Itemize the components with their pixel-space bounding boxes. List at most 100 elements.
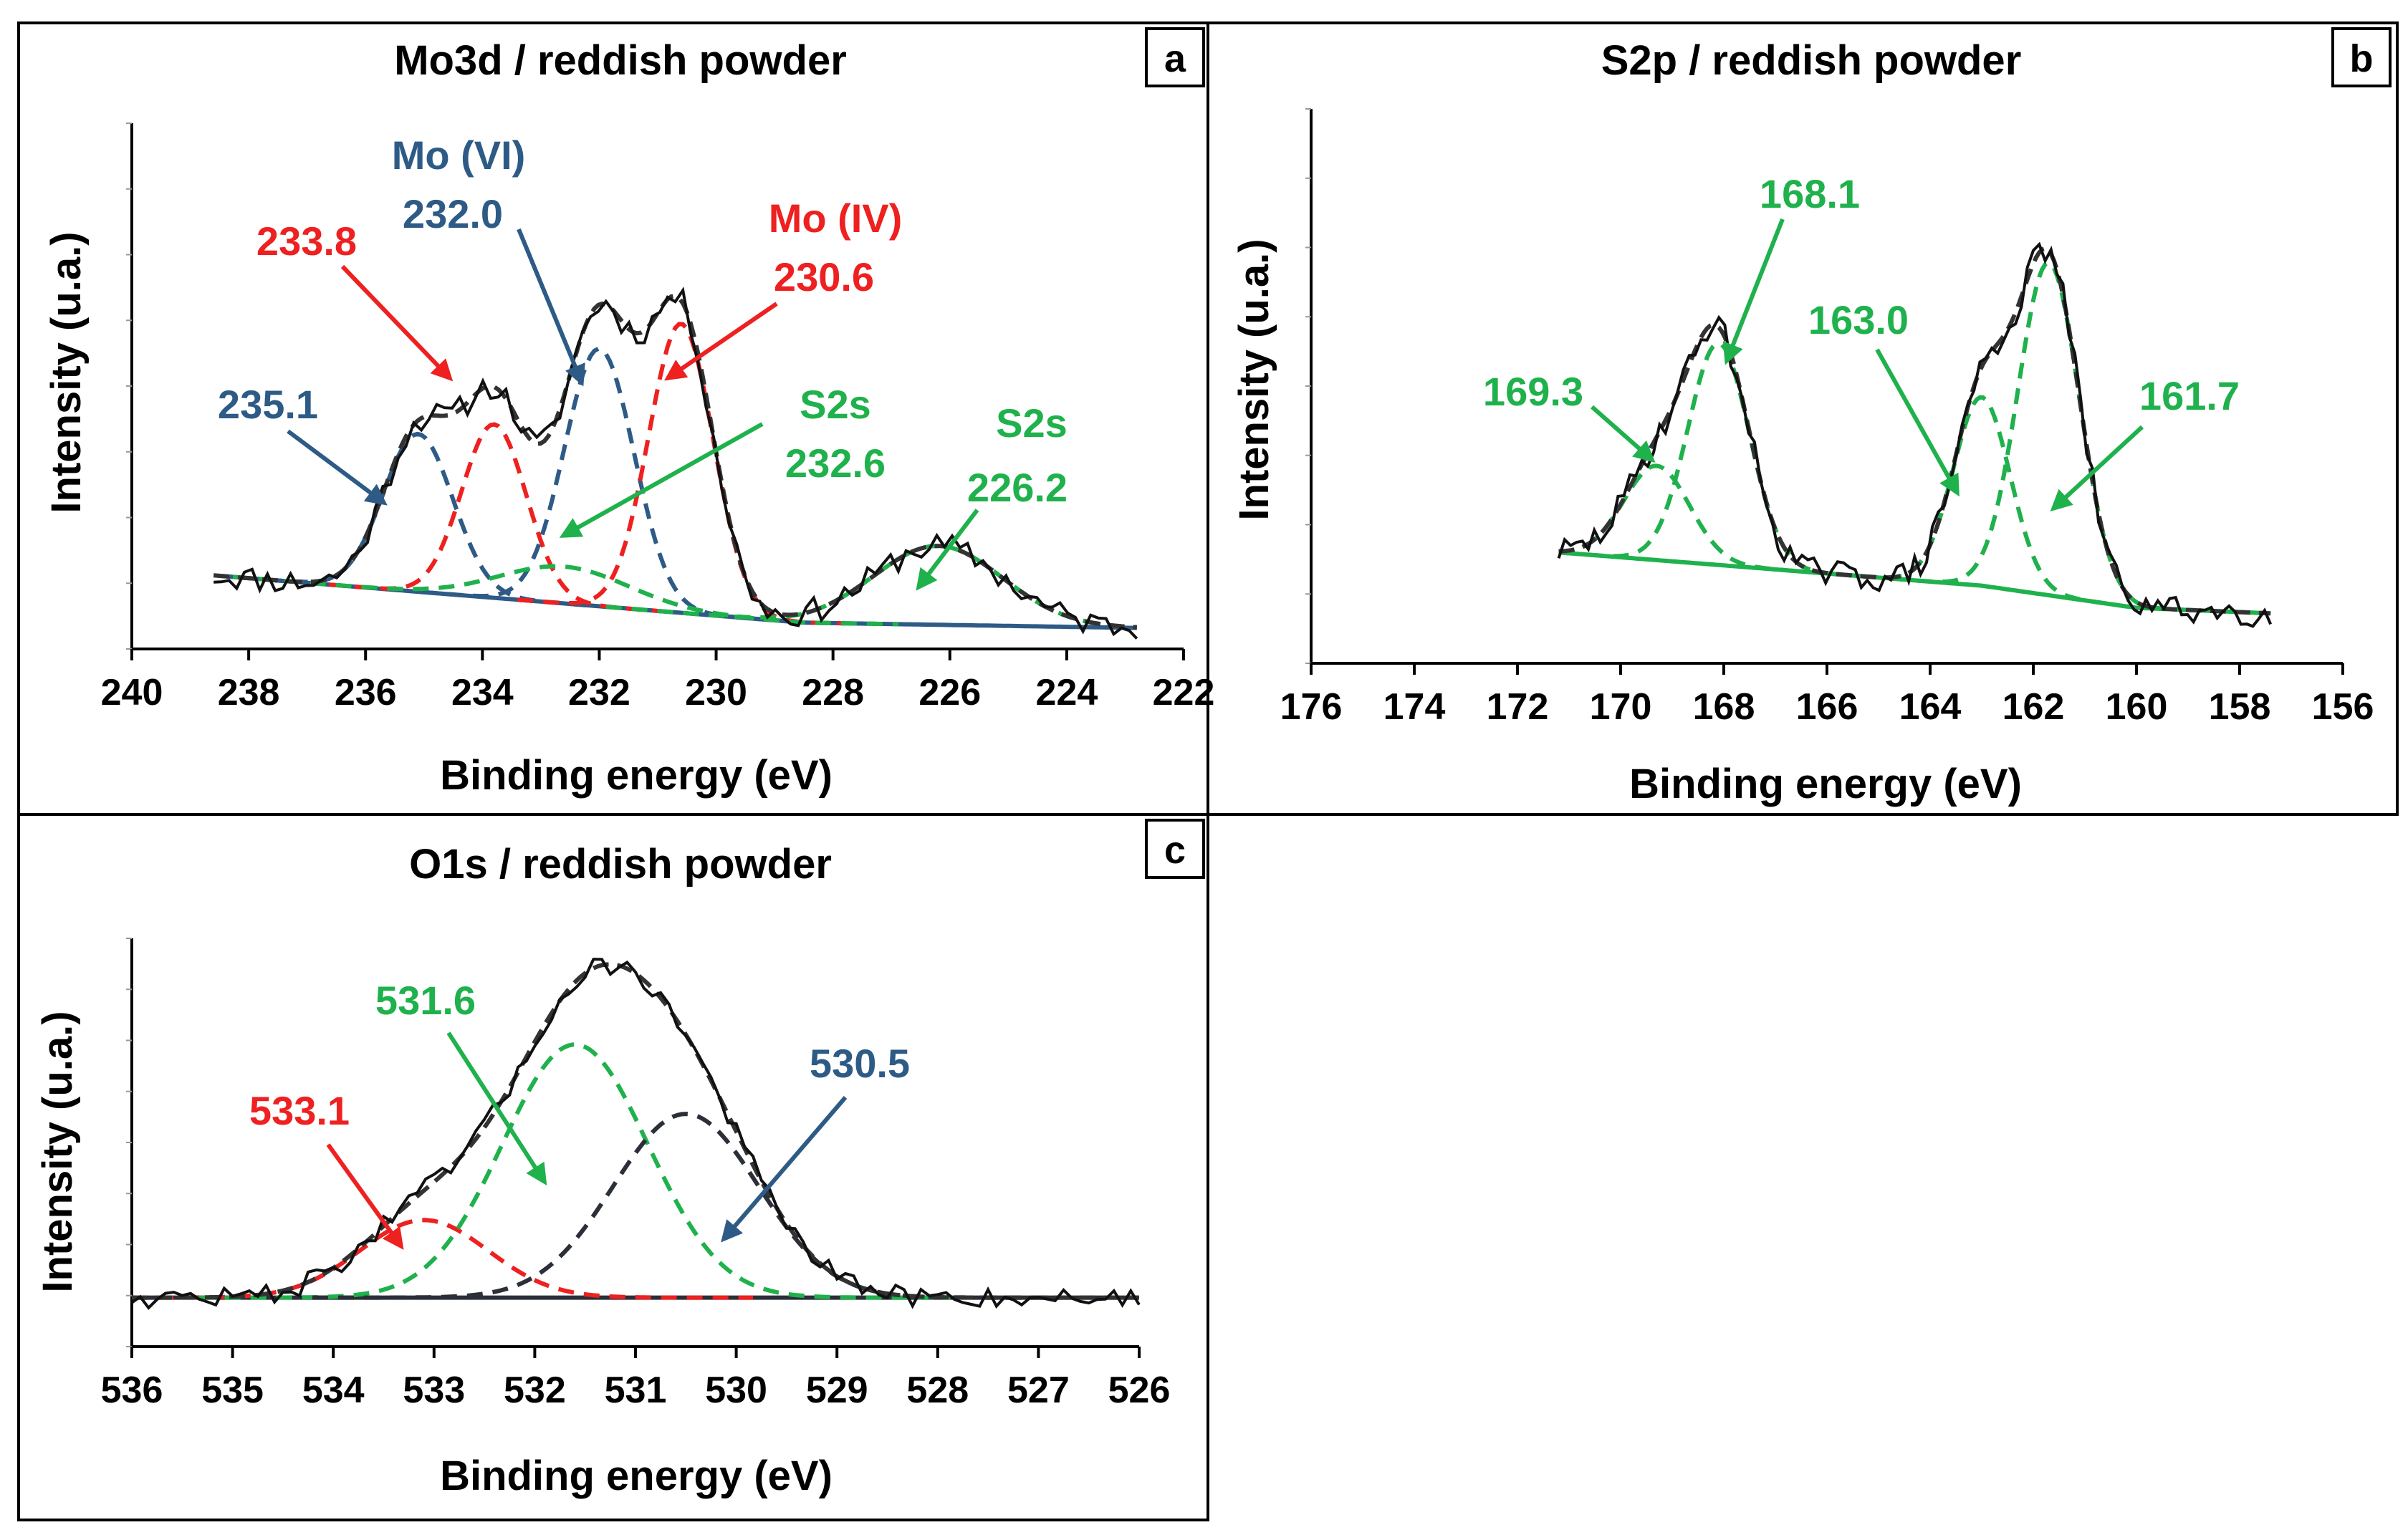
panel-a-ylabel: Intensity (u.a.) xyxy=(43,231,90,513)
arrow-b-163-0 xyxy=(1875,348,1960,497)
panel-a: a Mo3d / reddish powder Intensity (u.a.)… xyxy=(17,21,1215,816)
x-tick-label-a: 236 xyxy=(335,672,397,713)
ann-a-mo-vi: Mo (VI) xyxy=(392,133,526,178)
panel-b-letter-box xyxy=(2331,27,2392,87)
x-tick-label-c: 536 xyxy=(101,1370,163,1411)
x-tick-label-c: 526 xyxy=(1108,1370,1171,1411)
panel-b-xlabel: Binding energy (eV) xyxy=(1629,761,2022,807)
panel-a-xticks: 240 238 236 234 232 230 228 226 224 222 xyxy=(101,649,1215,713)
x-tick-label-b: 166 xyxy=(1796,686,1858,728)
ann-c-531-6: 531.6 xyxy=(375,978,476,1023)
panel-c-plot xyxy=(126,938,1141,1348)
panel-b-letter: b xyxy=(2350,37,2374,80)
ann-a-s2s-1: S2s xyxy=(800,382,871,427)
panel-a-xlabel: Binding energy (eV) xyxy=(440,752,833,799)
arrow-c-530-5 xyxy=(721,1096,848,1243)
x-tick-label-b: 160 xyxy=(2106,686,2168,728)
panel-b-arrows xyxy=(1591,218,2144,512)
x-tick-label-b: 176 xyxy=(1280,686,1343,728)
component-a-233-8 xyxy=(329,422,661,614)
ann-a-226-2: 226.2 xyxy=(967,465,1068,510)
component-b-169-3 xyxy=(1558,463,1826,576)
panel-b-ylabel: Intensity (u.a.) xyxy=(1231,239,1277,520)
x-tick-label-c: 529 xyxy=(806,1370,868,1411)
measured-b xyxy=(1557,241,2273,628)
x-tick-label-a: 230 xyxy=(685,672,747,713)
x-tick-label-b: 158 xyxy=(2209,686,2271,728)
x-tick-label-b: 156 xyxy=(2312,686,2374,728)
x-tick-label-a: 228 xyxy=(802,672,864,713)
ann-b-169-3: 169.3 xyxy=(1483,369,1583,414)
ann-a-232-0: 232.0 xyxy=(403,191,503,236)
x-tick-label-b: 168 xyxy=(1693,686,1755,728)
x-tick-label-a: 232 xyxy=(568,672,630,713)
x-tick-label-b: 170 xyxy=(1590,686,1652,728)
ann-a-235-1: 235.1 xyxy=(218,382,318,427)
arrow-b-169-3 xyxy=(1591,405,1656,463)
arrow-a-233-8 xyxy=(340,264,454,382)
panel-c-arrows xyxy=(326,1031,848,1250)
arrow-b-161-7 xyxy=(2050,425,2144,512)
ann-a-233-8: 233.8 xyxy=(256,218,357,264)
panel-c-letter: c xyxy=(1164,829,1186,872)
panel-b-frame xyxy=(1207,21,2399,816)
arrow-a-226-2 xyxy=(916,509,979,591)
panel-a-letter-box xyxy=(1145,27,1205,87)
panel-c-frame xyxy=(17,813,1209,1521)
x-tick-label-c: 528 xyxy=(906,1370,969,1411)
panel-c-title: O1s / reddish powder xyxy=(409,841,832,887)
ann-b-168-1: 168.1 xyxy=(1760,171,1860,216)
panel-b-plot xyxy=(1305,108,2343,665)
panel-a-letter: a xyxy=(1164,37,1186,80)
panel-b: b S2p / reddish powder Intensity (u.a.) … xyxy=(1207,21,2399,816)
ann-a-230-6: 230.6 xyxy=(774,254,874,299)
arrow-a-230-6 xyxy=(664,302,778,381)
panel-a-title: Mo3d / reddish powder xyxy=(394,37,847,84)
x-tick-label-c: 530 xyxy=(705,1370,767,1411)
panel-b-xticks: 176 174 172 170 168 166 164 162 160 158 156 xyxy=(1280,663,2374,728)
arrow-a-232-6 xyxy=(559,422,764,538)
panel-c-letter-box xyxy=(1145,819,1205,879)
arrow-a-235-1 xyxy=(287,429,388,506)
ann-a-mo-iv: Mo (IV) xyxy=(769,196,903,241)
x-tick-label-c: 531 xyxy=(605,1370,667,1411)
panel-a-arrows xyxy=(287,228,979,591)
ann-c-533-1: 533.1 xyxy=(249,1088,350,1133)
panel-c: c O1s / reddish powder Intensity (u.a.) … xyxy=(17,813,1209,1521)
envelope-a xyxy=(213,293,1137,630)
arrow-c-531-6 xyxy=(446,1031,547,1186)
measured-a xyxy=(214,287,1138,640)
ann-a-s2s-2: S2s xyxy=(996,400,1068,446)
arrow-b-168-1 xyxy=(1722,218,1785,365)
x-tick-label-c: 534 xyxy=(302,1370,365,1411)
x-tick-label-a: 234 xyxy=(451,672,514,713)
ann-a-232-6: 232.6 xyxy=(785,441,886,486)
x-tick-label-c: 527 xyxy=(1007,1370,1070,1411)
x-tick-label-b: 172 xyxy=(1487,686,1549,728)
x-tick-label-b: 162 xyxy=(2002,686,2065,728)
panel-c-xlabel: Binding energy (eV) xyxy=(440,1453,833,1499)
arrow-a-232-0 xyxy=(517,228,585,387)
panel-b-title: S2p / reddish powder xyxy=(1601,37,2022,84)
panel-c-xticks: 536 535 534 533 532 531 530 529 528 527 526 xyxy=(101,1347,1171,1411)
panel-a-plot xyxy=(126,122,1184,650)
component-c-531-6 xyxy=(198,1042,951,1300)
arrow-c-533-1 xyxy=(326,1143,404,1250)
ann-c-530-5: 530.5 xyxy=(810,1041,910,1086)
x-tick-label-b: 174 xyxy=(1383,686,1446,728)
x-tick-label-a: 224 xyxy=(1036,672,1098,713)
x-tick-label-b: 164 xyxy=(1899,686,1962,728)
x-tick-label-a: 238 xyxy=(218,672,280,713)
x-tick-label-a: 240 xyxy=(101,672,163,713)
component-b-163 xyxy=(1834,395,2129,609)
x-tick-label-a: 222 xyxy=(1153,672,1215,713)
ann-b-161-7: 161.7 xyxy=(2139,373,2240,418)
x-tick-label-c: 535 xyxy=(201,1370,264,1411)
ann-b-163-0: 163.0 xyxy=(1808,297,1909,342)
x-tick-label-c: 533 xyxy=(403,1370,465,1411)
component-a-232-6 xyxy=(232,564,898,627)
x-tick-label-c: 532 xyxy=(504,1370,566,1411)
x-tick-label-a: 226 xyxy=(918,672,981,713)
measured-c xyxy=(130,958,1141,1310)
envelope-c xyxy=(132,962,1139,1300)
